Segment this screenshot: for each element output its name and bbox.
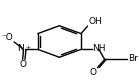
Text: O: O	[89, 68, 96, 77]
Text: OH: OH	[88, 17, 102, 26]
Text: +: +	[25, 45, 30, 50]
Text: O: O	[20, 60, 27, 69]
Text: ⁻O: ⁻O	[2, 33, 13, 42]
Text: N: N	[17, 44, 24, 53]
Text: NH: NH	[92, 44, 106, 53]
Text: Br: Br	[128, 54, 138, 63]
